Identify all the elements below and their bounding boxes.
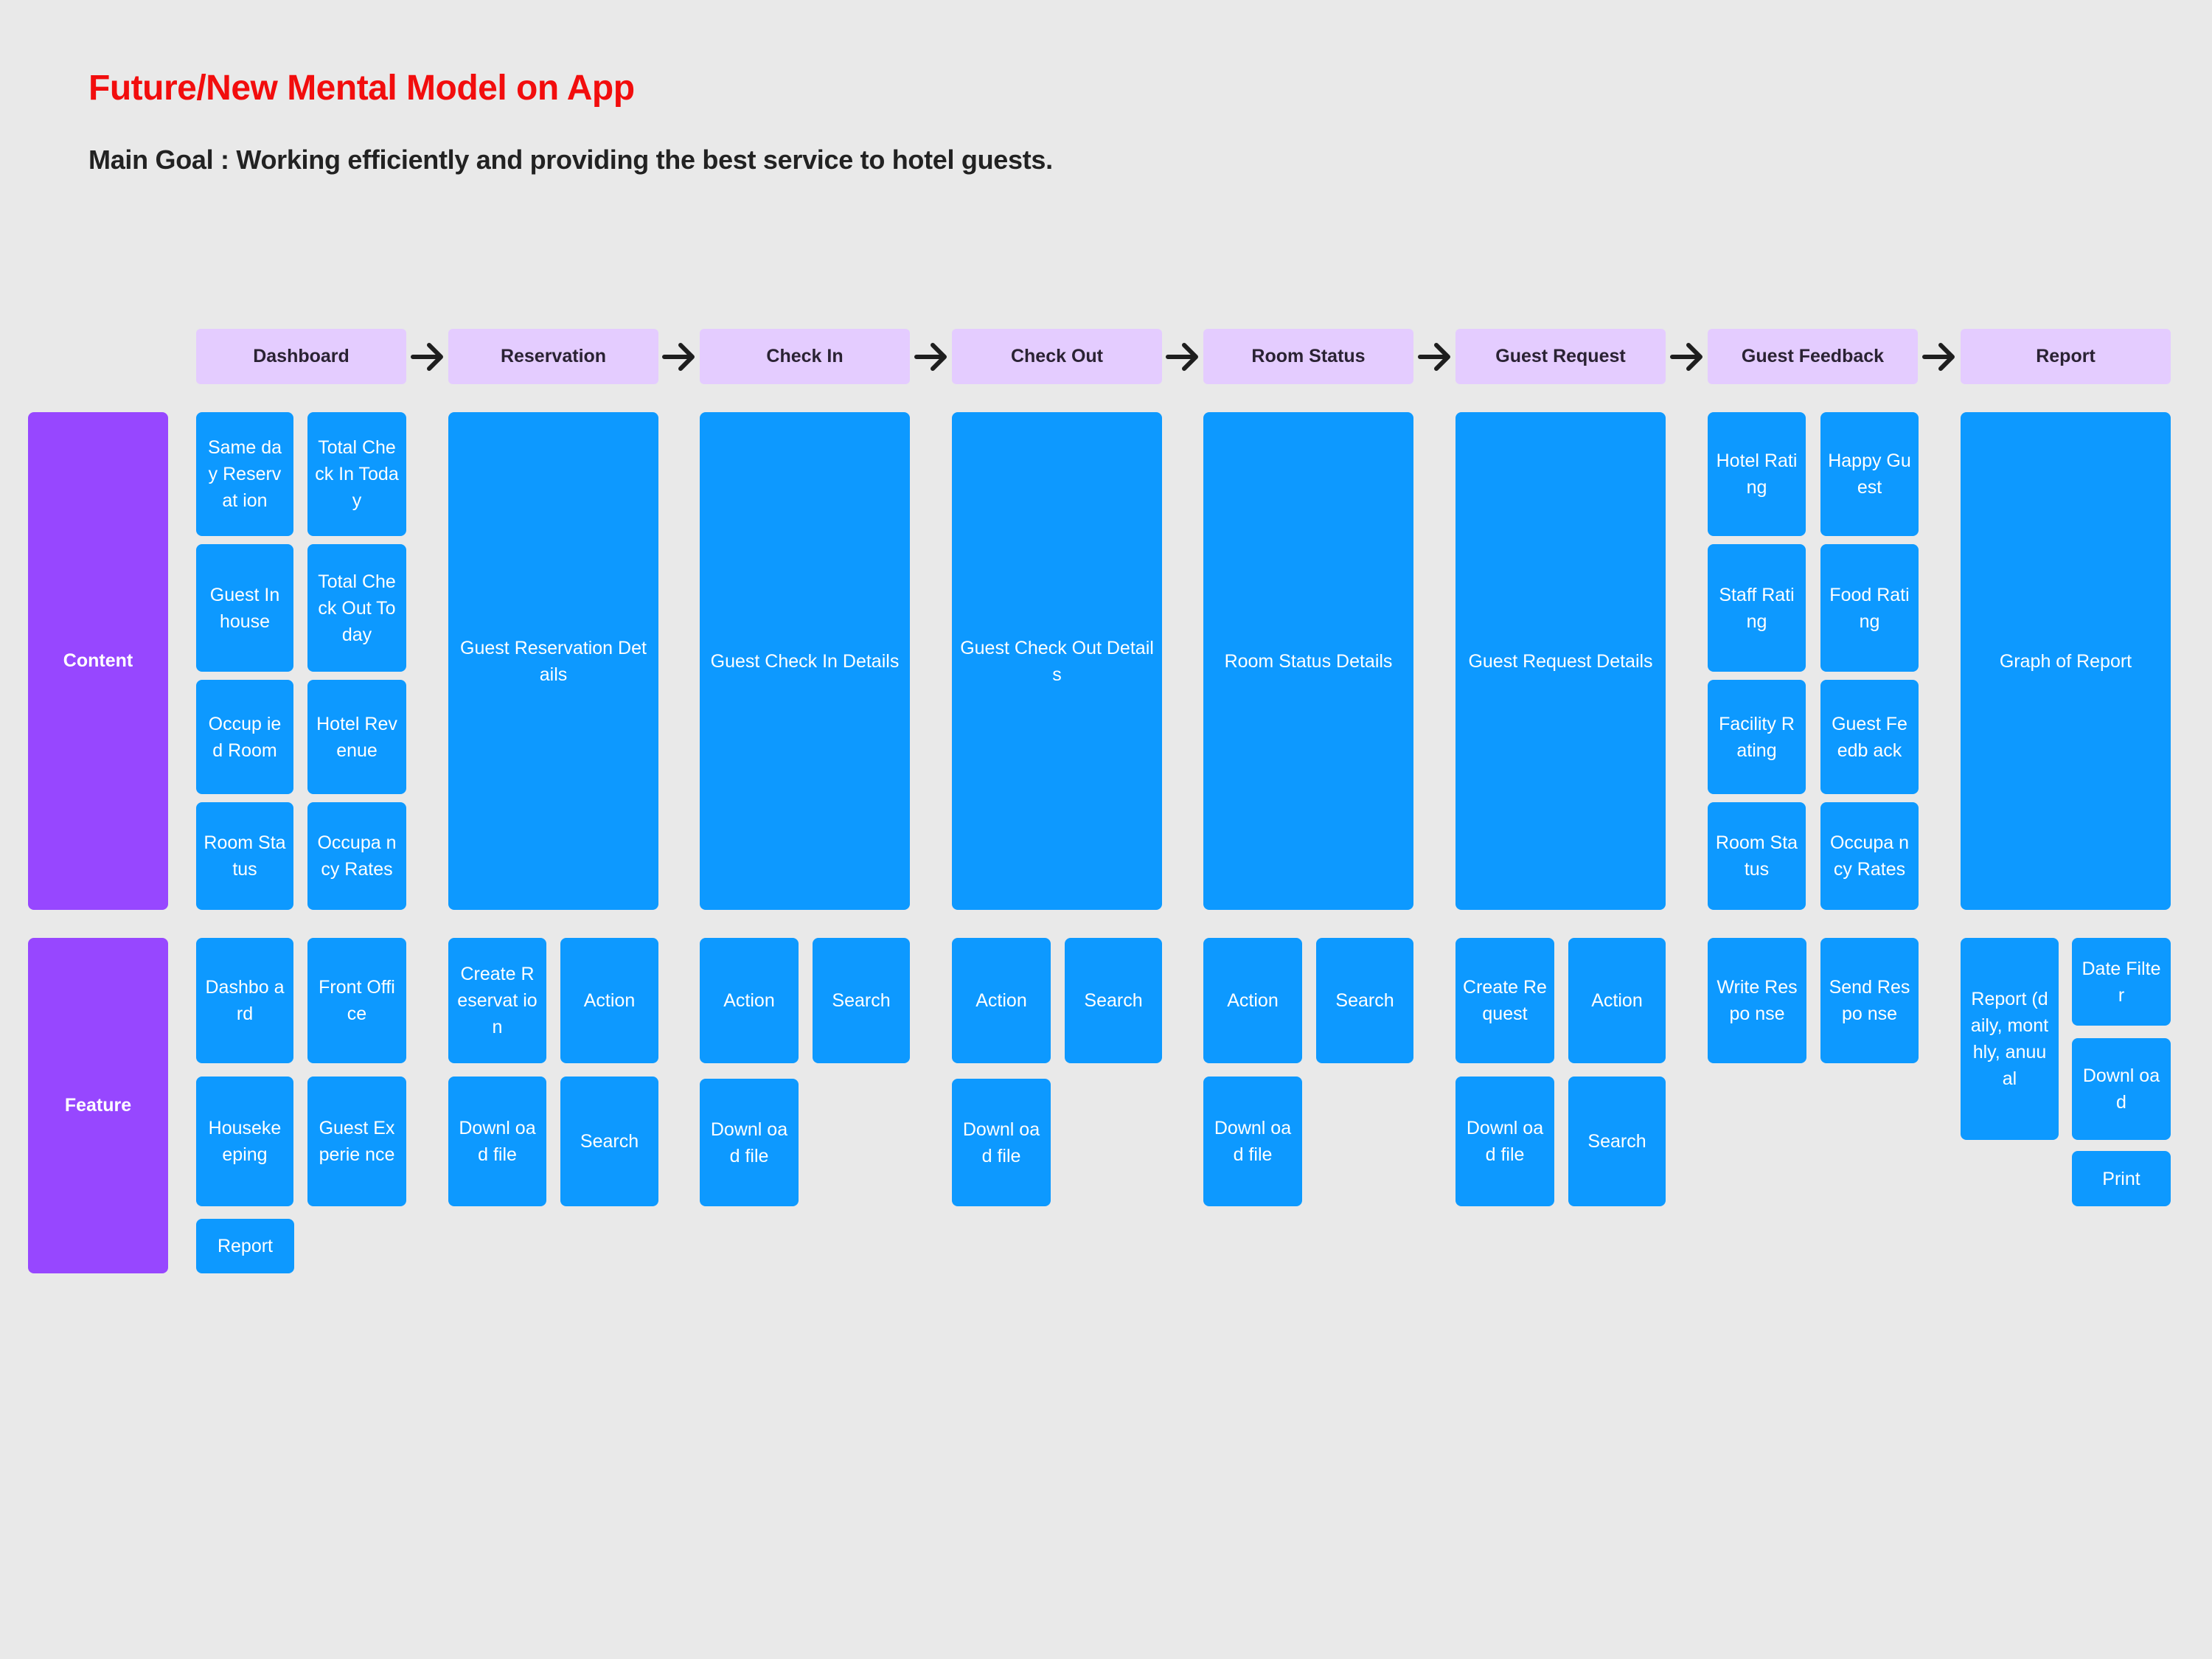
content-card: Occupa ncy Rates xyxy=(1820,802,1919,910)
content-card: Room Status Details xyxy=(1203,412,1413,910)
feature-card[interactable]: Downl oad file xyxy=(448,1077,546,1206)
content-card: Total Check Out Today xyxy=(307,544,406,672)
feature-card[interactable]: Front Office xyxy=(307,938,406,1063)
feature-card[interactable]: Guest Experie nce xyxy=(307,1077,406,1206)
feature-card[interactable]: Search xyxy=(1568,1077,1666,1206)
content-card: Room Status xyxy=(196,802,293,910)
feature-card[interactable]: Action xyxy=(700,938,799,1063)
feature-card[interactable]: Date Filter xyxy=(2072,938,2171,1026)
content-card: Food Rating xyxy=(1820,544,1919,672)
content-card: Guest Check In Details xyxy=(700,412,910,910)
arrow-right-icon xyxy=(1165,339,1200,375)
content-card: Guest In house xyxy=(196,544,293,672)
page-title: Future/New Mental Model on App xyxy=(88,69,635,108)
feature-card[interactable]: Report xyxy=(196,1219,294,1273)
feature-card[interactable]: Action xyxy=(1568,938,1666,1063)
content-card: Occupa ncy Rates xyxy=(307,802,406,910)
feature-card[interactable]: Search xyxy=(1065,938,1162,1063)
feature-card[interactable]: Downl oad file xyxy=(952,1079,1051,1206)
content-card: Room Status xyxy=(1708,802,1806,910)
feature-card[interactable]: Search xyxy=(813,938,910,1063)
row-label-feature: Feature xyxy=(28,938,168,1273)
arrow-right-icon xyxy=(1669,339,1705,375)
feature-card[interactable]: Report (daily, monthly, anuual xyxy=(1961,938,2059,1140)
header-dashboard: Dashboard xyxy=(196,329,406,384)
content-card: Total Check In Today xyxy=(307,412,406,536)
content-card: Staff Rating xyxy=(1708,544,1806,672)
content-card: Occup ied Room xyxy=(196,680,293,794)
row-label-content: Content xyxy=(28,412,168,910)
feature-card[interactable]: Action xyxy=(952,938,1051,1063)
feature-card[interactable]: Downl oad file xyxy=(1203,1077,1302,1206)
content-card: Facility Rating xyxy=(1708,680,1806,794)
header-reservation: Reservation xyxy=(448,329,658,384)
feature-card[interactable]: Send Respo nse xyxy=(1820,938,1919,1063)
feature-card[interactable]: Action xyxy=(560,938,658,1063)
feature-card[interactable]: Create Reservat ion xyxy=(448,938,546,1063)
content-card: Guest Feedb ack xyxy=(1820,680,1919,794)
header-check-in: Check In xyxy=(700,329,910,384)
header-guest-request: Guest Request xyxy=(1455,329,1666,384)
main-goal-subtitle: Main Goal : Working efficiently and prov… xyxy=(88,145,1053,175)
header-guest-feedback: Guest Feedback xyxy=(1708,329,1918,384)
content-card: Guest Request Details xyxy=(1455,412,1666,910)
arrow-right-icon xyxy=(661,339,697,375)
header-room-status: Room Status xyxy=(1203,329,1413,384)
header-check-out: Check Out xyxy=(952,329,1162,384)
arrow-right-icon xyxy=(1417,339,1453,375)
content-card: Hotel Revenue xyxy=(307,680,406,794)
feature-card[interactable]: Search xyxy=(560,1077,658,1206)
feature-card[interactable]: Action xyxy=(1203,938,1302,1063)
content-card: Hotel Rating xyxy=(1708,412,1806,536)
feature-card[interactable]: Downl oad xyxy=(2072,1038,2171,1140)
content-card: Guest Reservation Details xyxy=(448,412,658,910)
header-report: Report xyxy=(1961,329,2171,384)
feature-card[interactable]: Search xyxy=(1316,938,1413,1063)
feature-card[interactable]: Print xyxy=(2072,1151,2171,1206)
feature-card[interactable]: Create Request xyxy=(1455,938,1554,1063)
feature-card[interactable]: Houseke eping xyxy=(196,1077,293,1206)
arrow-right-icon xyxy=(1921,339,1957,375)
arrow-right-icon xyxy=(914,339,949,375)
feature-card[interactable]: Downl oad file xyxy=(700,1079,799,1206)
arrow-right-icon xyxy=(410,339,445,375)
content-card: Graph of Report xyxy=(1961,412,2171,910)
feature-card[interactable]: Write Respo nse xyxy=(1708,938,1806,1063)
feature-card[interactable]: Downl oad file xyxy=(1455,1077,1554,1206)
feature-card[interactable]: Dashbo ard xyxy=(196,938,293,1063)
content-card: Guest Check Out Details xyxy=(952,412,1162,910)
content-card: Same day Reservat ion xyxy=(196,412,293,536)
content-card: Happy Guest xyxy=(1820,412,1919,536)
